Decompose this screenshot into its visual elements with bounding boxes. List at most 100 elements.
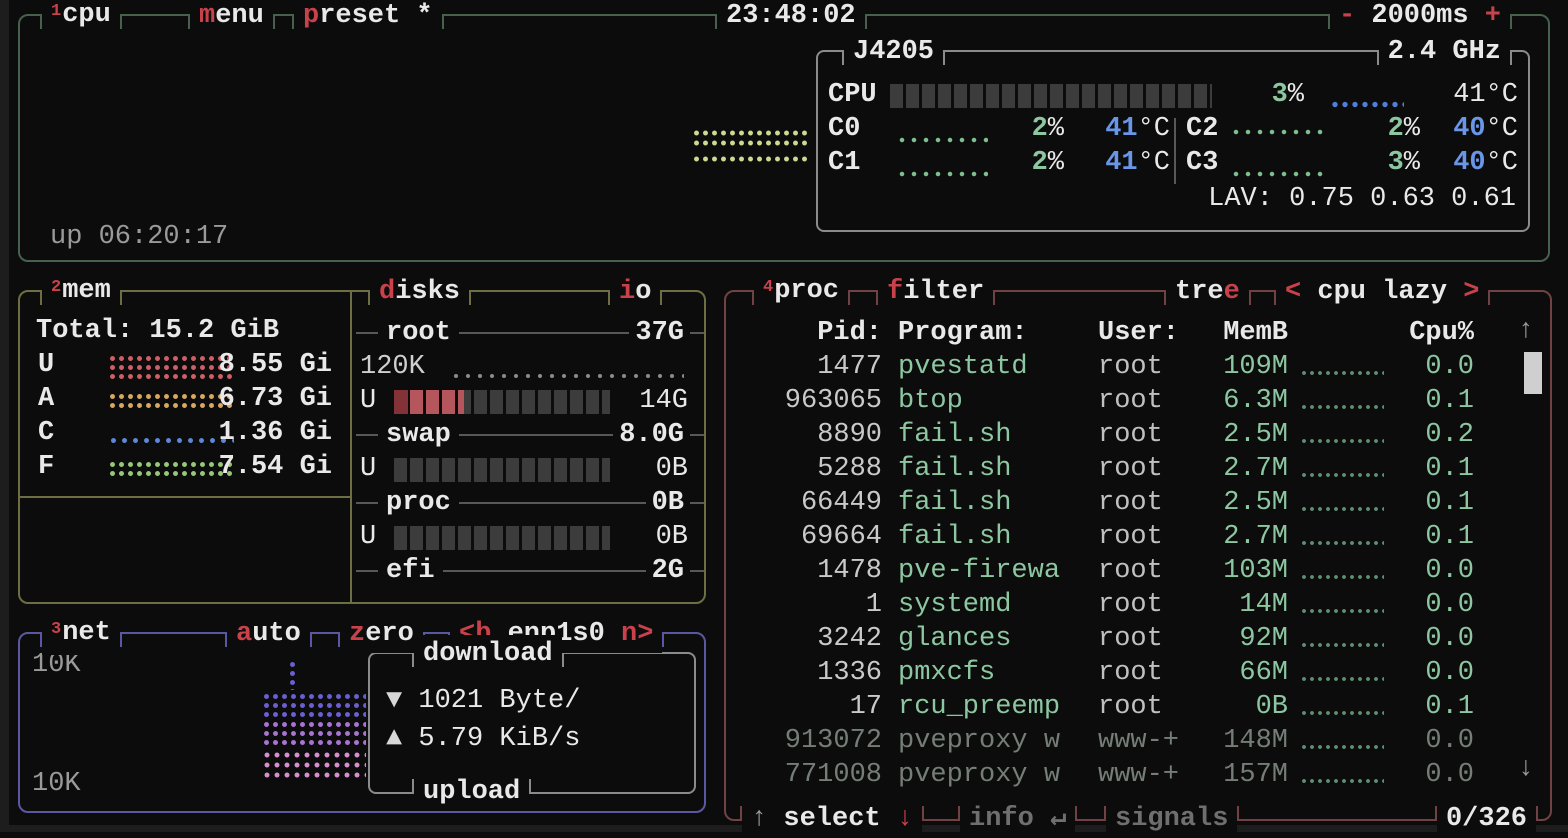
tab-net[interactable]: 3net [40,613,122,655]
core-c3-temp: 40°C [1453,148,1518,178]
process-row[interactable]: 963065 btop root 6.3M 0.1 [742,384,1488,418]
process-pid: 1477 [817,352,882,382]
process-cpu-graph [1288,520,1388,554]
disk-proc-used-label: U [360,522,377,552]
menu-button[interactable]: menu [188,0,275,35]
process-row[interactable]: 66449 fail.sh root 2.5M 0.1 [742,486,1488,520]
process-row[interactable]: 1478 pve-firewa root 103M 0.0 [742,554,1488,588]
core-c2-graph [1230,128,1326,136]
tab-cpu[interactable]: 1cpu [40,0,122,37]
cpu-frequency: 2.4 GHz [1376,33,1512,71]
proc-sort-selector[interactable]: < cpu lazy > [1274,273,1491,311]
process-user: root [1098,658,1163,688]
mem-cached-graph [108,436,234,445]
process-user: root [1098,624,1163,654]
process-row[interactable]: 1 systemd root 14M 0.0 [742,588,1488,622]
proc-filter-button[interactable]: filter [876,273,996,311]
process-name: fail.sh [898,454,1012,484]
signals-control[interactable]: signals [1104,800,1240,838]
process-name: pveproxy w [898,726,1061,756]
disk-swap-used-label: U [360,454,377,484]
process-name: systemd [898,590,1012,620]
process-row[interactable]: 1477 pvestatd root 109M 0.0 [742,350,1488,384]
process-name: glances [898,624,1012,654]
process-row[interactable]: 3242 glances root 92M 0.0 [742,622,1488,656]
tab-mem[interactable]: 2mem [40,271,122,313]
col-program[interactable]: Program: [898,318,1028,348]
process-row[interactable]: 17 rcu_preemp root 0B 0.1 [742,690,1488,724]
mem-used-key: U [38,350,55,380]
col-mem[interactable]: MemB [1223,318,1288,348]
process-user: root [1098,590,1163,620]
process-cpu-graph [1288,418,1388,452]
cpu-temp-graph [1330,100,1404,109]
interval-increase[interactable]: + [1484,1,1501,31]
cpu-usage-graph [692,128,810,149]
disks-toggle[interactable]: disks [368,273,472,311]
process-name: pmxcfs [898,658,996,688]
core-c2-label: C2 [1186,114,1219,144]
col-pid[interactable]: Pid: [817,318,882,348]
io-toggle[interactable]: io [608,273,663,311]
process-cpu: 0.0 [1425,352,1474,382]
process-cpu: 0.0 [1425,658,1474,688]
cpu-box: 1cpu menu preset * 23:48:02 - 2000ms + u… [18,0,1550,262]
process-user: root [1098,352,1163,382]
process-user: www-+ [1098,726,1180,756]
mem-used-value: 8.55 Gi [218,350,332,380]
process-cpu-graph [1288,656,1388,690]
process-user: root [1098,488,1163,518]
process-row[interactable]: 5288 fail.sh root 2.7M 0.1 [742,452,1488,486]
net-download-graph-spike [288,660,297,690]
net-zero-toggle[interactable]: zero [338,615,425,653]
net-scale-bottom: 10K [32,769,81,799]
process-pid: 913072 [784,726,882,756]
preset-button[interactable]: preset * [292,0,444,35]
process-mem: 2.7M [1223,522,1288,552]
proc-tree-toggle[interactable]: tree [1164,273,1251,311]
process-cpu-graph [1288,384,1388,418]
net-graph-mid [262,720,366,746]
process-row[interactable]: 913072 pveproxy w www-+ 148M 0.0 [742,724,1488,758]
upload-arrow-icon: ▲ [386,724,403,754]
process-mem: 66M [1239,658,1288,688]
process-row[interactable]: 1336 pmxcfs root 66M 0.0 [742,656,1488,690]
mem-free-key: F [38,452,55,482]
col-cpu[interactable]: Cpu% [1409,318,1474,348]
process-cpu-graph [1288,588,1388,622]
disk-root-io-graph [450,372,684,379]
process-cpu-graph [1288,452,1388,486]
tab-proc[interactable]: 4proc [752,271,851,313]
interval-decrease[interactable]: - [1338,1,1356,31]
core-c3-graph [1230,170,1326,178]
process-row[interactable]: 8890 fail.sh root 2.5M 0.2 [742,418,1488,452]
process-user: root [1098,556,1163,586]
info-control[interactable]: info ↵ [958,800,1078,838]
scroll-down-icon[interactable]: ↓ [1517,754,1534,784]
col-user[interactable]: User: [1098,318,1180,348]
disk-proc-used-value: 0B [655,522,688,552]
sort-prev-arrow[interactable]: < [1285,277,1302,307]
scroll-up-icon[interactable]: ↑ [1517,316,1534,346]
select-control[interactable]: ↑ select ↓ [740,800,925,838]
process-row[interactable]: 771008 pveproxy w www-+ 157M 0.0 [742,758,1488,792]
process-cpu-graph [1288,690,1388,724]
sort-next-arrow[interactable]: > [1463,277,1480,307]
process-cpu: 0.0 [1425,624,1474,654]
cpu-total-temp: 41°C [1453,80,1518,110]
mem-available-value: 6.73 Gi [218,384,332,414]
process-row[interactable]: 69664 fail.sh root 2.7M 0.1 [742,520,1488,554]
download-label: download [412,635,564,673]
net-auto-toggle[interactable]: auto [225,615,312,653]
proc-scrollbar[interactable] [1524,352,1542,394]
process-cpu-graph [1288,622,1388,656]
process-name: fail.sh [898,522,1012,552]
mem-free-graph [108,460,234,477]
process-pid: 69664 [800,522,882,552]
process-cpu: 0.1 [1425,386,1474,416]
mem-divider [20,496,350,498]
process-mem: 14M [1239,590,1288,620]
process-cpu: 0.1 [1425,488,1474,518]
core-c1-label: C1 [828,148,861,178]
cpu-total-meter [890,84,1212,108]
